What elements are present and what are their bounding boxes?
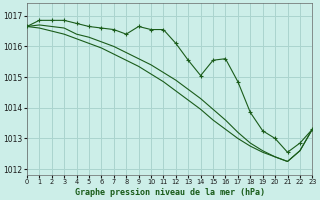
X-axis label: Graphe pression niveau de la mer (hPa): Graphe pression niveau de la mer (hPa) — [75, 188, 265, 197]
